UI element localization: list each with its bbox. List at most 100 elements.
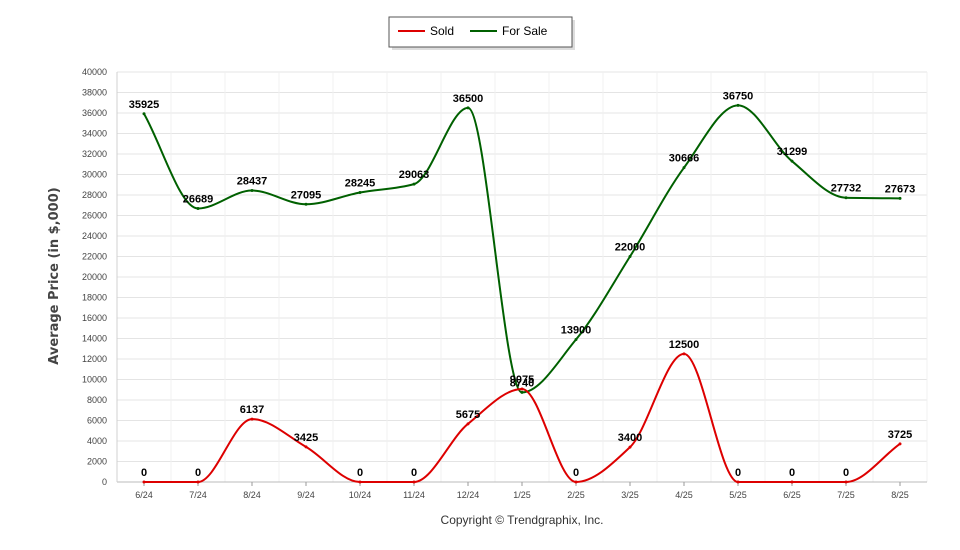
x-tick-label: 2/25: [567, 490, 585, 500]
data-label-for-sale: 36500: [453, 93, 484, 105]
y-tick-label: 4000: [87, 436, 107, 446]
y-tick-label: 6000: [87, 416, 107, 426]
data-label-sold: 0: [411, 467, 417, 479]
data-label-sold: 0: [141, 467, 147, 479]
data-label-sold: 0: [573, 467, 579, 479]
data-label-for-sale: 27673: [885, 183, 916, 195]
copyright-text: Copyright © Trendgraphix, Inc.: [441, 513, 604, 527]
point-sold: [466, 422, 470, 426]
data-labels: 0 0 6137 3425 0 0 5675 9075 0 3400 12500 0 0 0 3725 359…: [129, 90, 916, 479]
data-label-sold: 3400: [618, 432, 642, 444]
x-tick-label: 10/24: [349, 490, 372, 500]
grid: [116, 71, 928, 483]
y-tick-label: 12000: [82, 354, 107, 364]
x-tick-label: 9/24: [297, 490, 315, 500]
data-label-for-sale: 27732: [831, 183, 862, 195]
point-sold: [790, 480, 794, 484]
data-label-sold: 0: [357, 467, 363, 479]
x-tick-label: 7/24: [189, 490, 207, 500]
point-sold: [250, 417, 254, 421]
point-sold: [196, 480, 200, 484]
series-lines: [142, 103, 902, 484]
data-label-for-sale: 28245: [345, 177, 376, 189]
point-for-sale: [574, 338, 578, 342]
legend: Sold For Sale: [388, 16, 575, 50]
y-axis-title: Average Price (in $,000): [47, 187, 62, 364]
y-tick-label: 32000: [82, 149, 107, 159]
x-tick-label: 8/24: [243, 490, 261, 500]
point-for-sale: [628, 255, 632, 258]
data-label-for-sale: 8740: [510, 377, 534, 389]
point-for-sale: [142, 112, 146, 116]
data-label-sold: 3725: [888, 429, 912, 441]
x-tick-label: 6/25: [783, 490, 801, 500]
legend-label-for-sale: For Sale: [502, 24, 548, 38]
point-sold: [628, 445, 632, 449]
point-for-sale: [466, 106, 470, 110]
x-tick-label: 1/25: [513, 490, 531, 500]
data-label-for-sale: 35925: [129, 99, 160, 111]
point-for-sale: [196, 206, 200, 210]
data-label-for-sale: 22000: [615, 242, 646, 254]
y-tick-label: 40000: [82, 67, 107, 77]
x-tick-label: 8/25: [891, 490, 909, 500]
point-sold: [520, 387, 524, 391]
point-sold: [304, 445, 308, 449]
point-sold: [412, 480, 416, 484]
point-sold: [574, 480, 578, 484]
y-tick-label: 36000: [82, 108, 107, 118]
data-label-sold: 3425: [294, 432, 318, 444]
point-for-sale: [412, 182, 416, 186]
data-label-sold: 5675: [456, 409, 480, 421]
y-axis-ticks: 0 2000 4000 6000 8000 10000 12000 14000 16000 180…: [82, 67, 107, 487]
x-tick-label: 7/25: [837, 490, 855, 500]
data-label-sold: 0: [195, 467, 201, 479]
y-tick-label: 2000: [87, 457, 107, 467]
point-for-sale: [358, 190, 362, 194]
x-axis-ticks: 6/24 7/24 8/24 9/24 10/24 11/24 12/24 1/25 2/25 3…: [135, 482, 909, 500]
point-for-sale: [304, 202, 308, 206]
data-label-for-sale: 31299: [777, 146, 808, 158]
point-sold: [736, 480, 740, 484]
data-label-sold: 9075: [510, 374, 534, 386]
series-line-sold: [144, 352, 901, 484]
point-sold: [844, 480, 848, 484]
x-tick-label: 6/24: [135, 490, 153, 500]
data-label-for-sale: 28437: [237, 176, 268, 188]
y-tick-label: 10000: [82, 375, 107, 385]
data-label-sold: 0: [789, 467, 795, 479]
y-tick-label: 18000: [82, 293, 107, 303]
x-tick-label: 4/25: [675, 490, 693, 500]
y-tick-label: 34000: [82, 129, 107, 139]
data-label-for-sale: 26689: [183, 193, 214, 205]
data-label-for-sale: 13900: [561, 325, 592, 337]
y-tick-label: 20000: [82, 272, 107, 282]
y-tick-label: 24000: [82, 231, 107, 241]
point-sold: [358, 480, 362, 484]
data-label-for-sale: 36750: [723, 90, 754, 102]
data-label-for-sale: 29063: [399, 169, 430, 181]
point-for-sale: [520, 390, 524, 394]
data-label-for-sale: 30666: [669, 153, 700, 165]
point-for-sale: [250, 189, 254, 193]
data-label-sold: 12500: [669, 339, 700, 351]
y-tick-label: 26000: [82, 211, 107, 221]
x-tick-label: 5/25: [729, 490, 747, 500]
y-tick-label: 22000: [82, 252, 107, 262]
point-for-sale: [898, 196, 902, 200]
y-tick-label: 16000: [82, 313, 107, 323]
point-sold: [682, 352, 686, 356]
y-tick-label: 14000: [82, 334, 107, 344]
point-sold: [142, 480, 146, 484]
y-tick-label: 30000: [82, 170, 107, 180]
data-label-for-sale: 27095: [291, 189, 322, 201]
x-tick-label: 11/24: [403, 490, 425, 500]
point-for-sale: [790, 159, 794, 163]
data-label-sold: 0: [843, 467, 849, 479]
point-for-sale: [682, 166, 686, 170]
y-tick-label: 8000: [87, 395, 107, 405]
point-sold: [898, 442, 902, 446]
y-tick-label: 38000: [82, 88, 107, 98]
